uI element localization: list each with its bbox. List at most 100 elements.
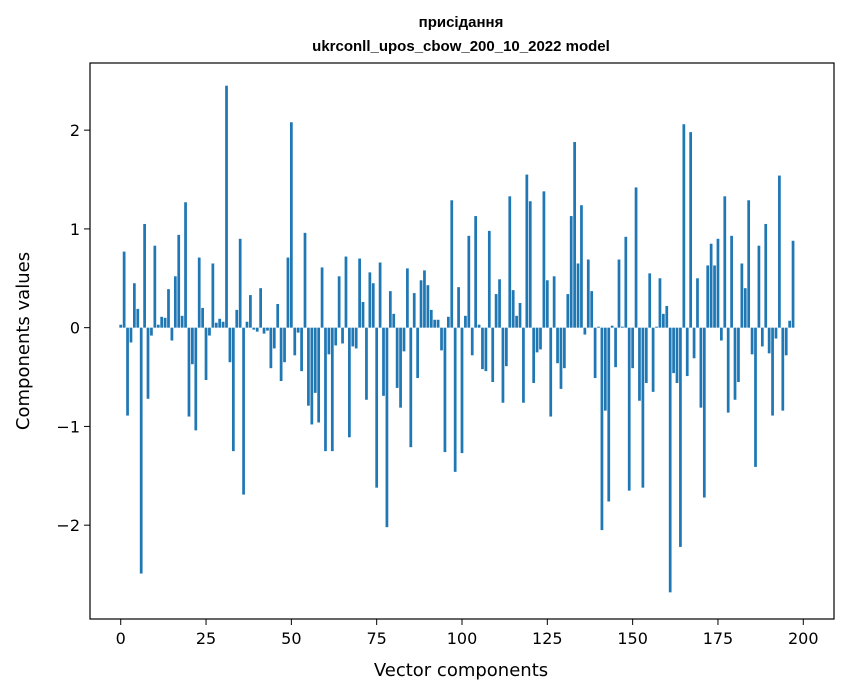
- bar: [440, 327, 443, 351]
- bar: [272, 327, 276, 349]
- bar: [597, 326, 600, 328]
- bar: [245, 321, 249, 328]
- bar: [453, 327, 457, 472]
- bar: [627, 327, 631, 491]
- bar: [184, 202, 187, 328]
- bar: [191, 327, 194, 365]
- bar: [139, 327, 143, 574]
- bar: [457, 287, 460, 328]
- bar: [358, 258, 361, 328]
- bar: [743, 288, 747, 328]
- bar: [354, 327, 358, 349]
- bar: [600, 327, 604, 531]
- bar: [651, 327, 655, 392]
- bar: [402, 327, 406, 352]
- bar: [289, 122, 293, 328]
- bar: [634, 187, 638, 328]
- bar: [341, 327, 344, 344]
- y-tick-label: −2: [56, 516, 80, 535]
- bar: [621, 326, 624, 328]
- bar: [583, 327, 587, 335]
- bar: [303, 232, 307, 328]
- bar: [296, 327, 300, 333]
- bar: [259, 288, 263, 328]
- bar: [576, 263, 580, 328]
- bar: [552, 276, 556, 328]
- x-tick-label: 0: [116, 629, 126, 648]
- bar: [337, 276, 341, 328]
- y-tick-label: 0: [70, 319, 80, 338]
- bar: [416, 327, 419, 379]
- bar: [515, 315, 518, 328]
- bar: [419, 280, 423, 328]
- x-tick-label: 200: [788, 629, 819, 648]
- bar: [214, 322, 218, 328]
- bar: [709, 243, 713, 328]
- bar: [426, 285, 430, 328]
- bar: [228, 327, 232, 363]
- y-axis-ticks: −2 −1 0 1 2: [56, 121, 90, 535]
- bar: [518, 302, 522, 328]
- bar: [293, 327, 297, 356]
- bar: [433, 319, 437, 328]
- bar: [784, 327, 788, 356]
- bar: [177, 234, 181, 328]
- bar: [781, 327, 785, 411]
- bar: [395, 327, 399, 388]
- bar: [242, 327, 245, 495]
- bar: [378, 262, 382, 328]
- bar: [225, 85, 228, 328]
- bar: [266, 327, 269, 331]
- bar: [470, 327, 474, 356]
- bar: [204, 327, 208, 381]
- bar: [569, 216, 573, 328]
- bar: [559, 327, 563, 389]
- bar: [644, 327, 648, 383]
- y-tick-label: −1: [56, 417, 80, 436]
- bar: [344, 256, 348, 328]
- bar: [788, 320, 791, 328]
- x-tick-label: 50: [281, 629, 301, 648]
- bar: [429, 309, 433, 328]
- bar: [624, 236, 628, 328]
- bar: [361, 301, 365, 328]
- bar: [436, 319, 440, 328]
- bar: [167, 289, 170, 328]
- bar: [160, 316, 164, 328]
- bar: [754, 327, 757, 467]
- bar: [508, 196, 512, 328]
- chart-title-line1: присідання: [419, 14, 504, 31]
- bar: [491, 327, 495, 382]
- bar: [696, 278, 699, 328]
- bar: [170, 327, 174, 341]
- bar: [122, 251, 126, 328]
- y-tick-label: 2: [70, 121, 80, 140]
- bar: [221, 321, 225, 328]
- bar: [313, 327, 317, 393]
- bar: [153, 245, 157, 328]
- bar: [740, 263, 744, 328]
- bar: [487, 230, 491, 328]
- bar: [150, 327, 153, 336]
- bar: [545, 280, 549, 328]
- x-tick-label: 150: [617, 629, 648, 648]
- bar: [610, 325, 614, 328]
- bar: [501, 327, 505, 403]
- bar: [791, 240, 795, 328]
- x-axis-label: Vector components: [374, 660, 548, 681]
- bar: [498, 279, 501, 328]
- bar: [368, 272, 372, 328]
- y-axis-label: Components values: [13, 252, 34, 430]
- x-tick-label: 100: [447, 629, 478, 648]
- bar: [494, 294, 498, 328]
- bar: [528, 201, 532, 328]
- bar: [702, 327, 706, 498]
- x-tick-label: 125: [532, 629, 563, 648]
- bar: [464, 315, 467, 328]
- bar: [549, 327, 553, 417]
- bar: [713, 265, 716, 328]
- bar: [699, 327, 703, 408]
- x-axis-ticks: 0 25 50 75 100 125 150 175 200: [116, 619, 819, 648]
- bar: [180, 315, 184, 328]
